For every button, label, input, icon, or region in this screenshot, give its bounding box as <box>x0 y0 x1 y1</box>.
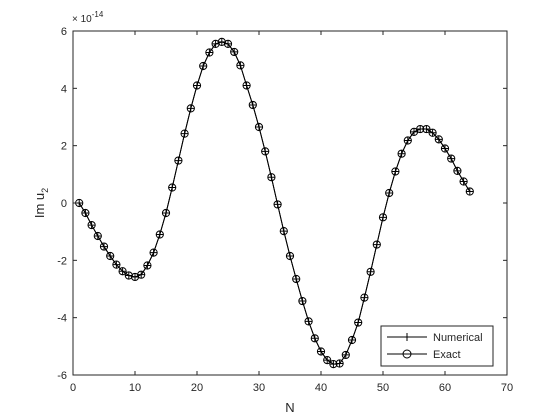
legend-box <box>380 325 494 367</box>
exact-point <box>143 261 152 270</box>
exact-point <box>292 274 301 284</box>
exact-point <box>366 267 375 276</box>
y-axis-label: Im u2 <box>32 188 50 218</box>
exact-point <box>316 347 326 356</box>
exact-point <box>440 144 450 153</box>
exact-point <box>385 188 394 198</box>
ticks-layer: 0 10 20 30 40 50 60 70 -6 -4 -2 0 2 4 6 <box>57 26 513 394</box>
exact-point <box>310 334 319 343</box>
x-tick-label: 20 <box>191 382 203 394</box>
legend-plus-marker-icon <box>403 333 411 341</box>
exact-point <box>205 48 214 57</box>
exact-point <box>81 208 90 218</box>
exact-point <box>416 124 425 134</box>
exact-point <box>447 154 456 163</box>
y-tick-label: 4 <box>61 83 67 95</box>
exact-point <box>112 260 121 269</box>
x-tick-label: 40 <box>315 382 327 394</box>
exact-point <box>267 173 276 182</box>
exact-point <box>422 124 431 134</box>
x-tick-label: 0 <box>70 382 76 394</box>
x-tick-label: 30 <box>253 382 265 394</box>
x-tick-label: 50 <box>377 382 389 394</box>
exact-point <box>180 129 189 138</box>
x-tick-label: 60 <box>439 382 451 394</box>
y-tick-label: 6 <box>61 26 67 38</box>
exact-point <box>459 177 468 186</box>
exact-point <box>354 318 363 327</box>
exact-point <box>453 166 462 175</box>
exact-point <box>403 136 412 145</box>
y-tick-label: -2 <box>57 255 67 267</box>
exact-point <box>149 248 158 257</box>
x-tick-label: 10 <box>129 382 141 394</box>
x-tick-label: 70 <box>501 382 513 394</box>
exact-point <box>230 47 239 57</box>
exact-point <box>261 147 270 156</box>
exact-point <box>248 100 257 110</box>
numerical-point <box>466 187 474 196</box>
exact-point <box>118 267 127 276</box>
exact-point <box>137 270 146 279</box>
data-layer <box>75 37 474 369</box>
exact-point <box>391 167 400 176</box>
exact-point <box>254 122 264 132</box>
exact-point <box>341 350 350 360</box>
exact-point <box>347 335 357 345</box>
x-axis-label: N <box>285 400 294 415</box>
exact-point <box>155 230 164 239</box>
exact-point <box>360 293 369 302</box>
exact-point <box>434 135 443 144</box>
exact-point <box>223 39 233 49</box>
exact-point <box>106 251 115 261</box>
exact-point <box>465 187 474 196</box>
legend-circle-marker-icon <box>402 349 412 359</box>
legend-numerical-label: Numerical <box>433 332 483 344</box>
exact-point <box>161 208 171 218</box>
exact-point <box>285 251 295 261</box>
exact-point <box>168 183 177 192</box>
exact-point <box>378 213 388 222</box>
exact-point <box>273 200 282 209</box>
exact-point <box>199 61 208 71</box>
exact-point <box>298 296 307 306</box>
plot-area <box>73 31 507 375</box>
exact-point <box>279 226 288 236</box>
y-tick-label: 0 <box>61 198 67 210</box>
exact-point <box>186 104 195 113</box>
legend-exact-label: Exact <box>433 349 461 361</box>
exact-point <box>174 156 183 165</box>
y-tick-label: -6 <box>57 370 67 382</box>
legend: Numerical Exact <box>380 325 494 367</box>
exact-point <box>304 317 313 326</box>
y-tick-label: 2 <box>61 141 67 153</box>
exact-point <box>335 359 344 368</box>
exact-point <box>397 149 406 158</box>
series-line-exact <box>78 41 471 365</box>
exact-point <box>329 360 338 369</box>
exact-point <box>242 81 251 90</box>
exact-point <box>428 128 437 137</box>
exact-point <box>93 231 102 241</box>
exact-point <box>99 242 109 251</box>
exact-point <box>372 240 381 249</box>
axis-exponent: × 10-14 <box>72 10 104 25</box>
y-tick-label: -4 <box>57 313 67 325</box>
exact-point <box>323 355 332 365</box>
exact-point <box>124 271 133 280</box>
exact-point <box>192 81 202 90</box>
exact-point <box>87 220 96 230</box>
exact-point <box>236 61 245 70</box>
